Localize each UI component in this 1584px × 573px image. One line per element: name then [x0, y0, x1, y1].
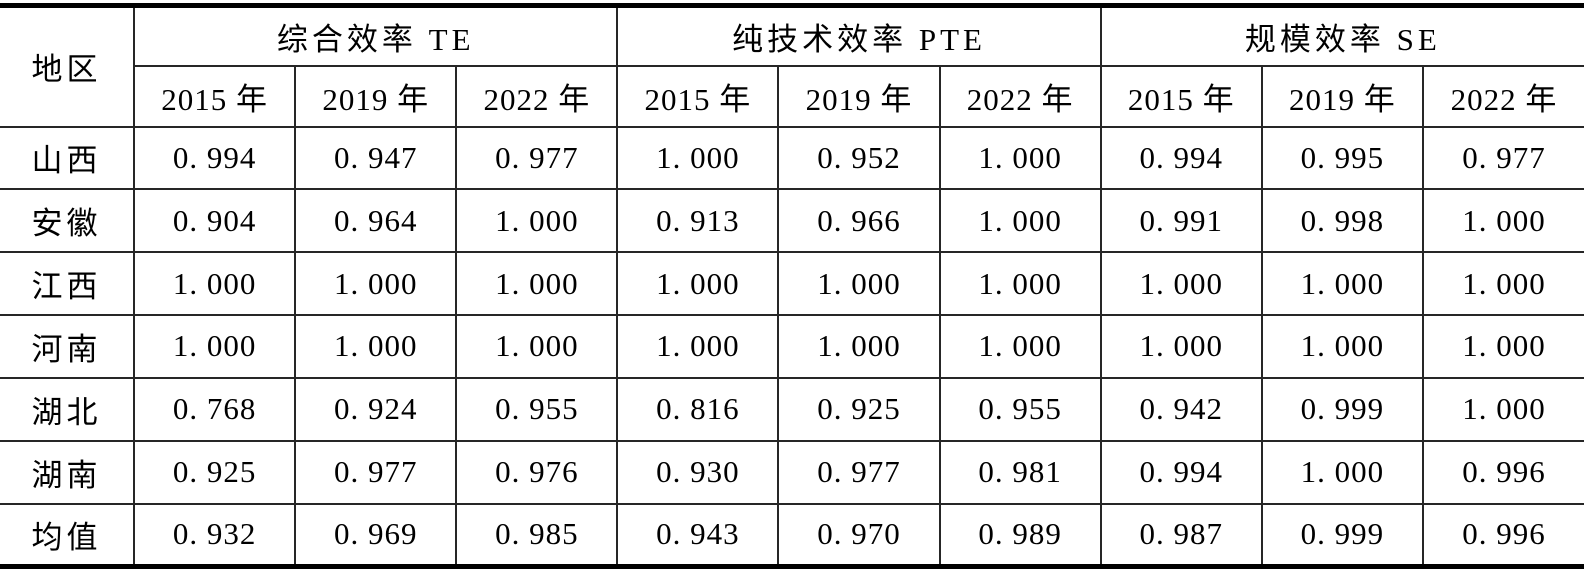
- value-cell: 0. 925: [133, 439, 297, 505]
- value-cell: 1. 000: [1099, 251, 1263, 317]
- value-cell: 1. 000: [1260, 314, 1424, 379]
- header-year-te-2019: 2019 年: [294, 64, 458, 128]
- header-year-row: 2015 年 2019 年 2022 年 2015 年 2019 年 2022 …: [0, 64, 1584, 128]
- region-cell: 湖南: [0, 439, 136, 505]
- value-cell: 1. 000: [1099, 314, 1263, 379]
- value-cell: 0. 964: [294, 188, 458, 254]
- value-cell: 1. 000: [616, 251, 780, 317]
- region-cell: 均值: [0, 502, 136, 568]
- value-cell: 0. 994: [133, 125, 297, 191]
- table-row: 江西 1. 000 1. 000 1. 000 1. 000 1. 000 1.…: [0, 251, 1584, 317]
- header-year-pte-2022: 2022 年: [938, 64, 1102, 128]
- value-cell: 1. 000: [1421, 251, 1584, 317]
- value-cell: 1. 000: [1260, 439, 1424, 505]
- value-cell: 0. 955: [455, 376, 619, 442]
- value-cell: 1. 000: [616, 314, 780, 379]
- value-cell: 0. 925: [777, 376, 941, 442]
- value-cell: 1. 000: [294, 314, 458, 379]
- value-cell: 0. 924: [294, 376, 458, 442]
- value-cell: 1. 000: [1260, 251, 1424, 317]
- value-cell: 0. 987: [1099, 502, 1263, 568]
- value-cell: 0. 932: [133, 502, 297, 568]
- region-cell: 安徽: [0, 188, 136, 254]
- value-cell: 0. 981: [938, 439, 1102, 505]
- header-year-se-2015: 2015 年: [1099, 64, 1263, 128]
- region-cell: 山西: [0, 125, 136, 191]
- value-cell: 0. 985: [455, 502, 619, 568]
- value-cell: 1. 000: [455, 251, 619, 317]
- value-cell: 0. 952: [777, 125, 941, 191]
- value-cell: 0. 904: [133, 188, 297, 254]
- value-cell: 0. 768: [133, 376, 297, 442]
- header-year-pte-2015: 2015 年: [616, 64, 780, 128]
- value-cell: 0. 930: [616, 439, 780, 505]
- value-cell: 1. 000: [133, 314, 297, 379]
- value-cell: 1. 000: [1421, 376, 1584, 442]
- value-cell: 0. 913: [616, 188, 780, 254]
- value-cell: 0. 977: [777, 439, 941, 505]
- value-cell: 1. 000: [938, 188, 1102, 254]
- value-cell: 1. 000: [455, 314, 619, 379]
- value-cell: 1. 000: [938, 314, 1102, 379]
- value-cell: 0. 977: [294, 439, 458, 505]
- table-row: 均值 0. 932 0. 969 0. 985 0. 943 0. 970 0.…: [0, 502, 1584, 568]
- value-cell: 0. 998: [1260, 188, 1424, 254]
- value-cell: 0. 999: [1260, 376, 1424, 442]
- header-year-te-2015: 2015 年: [133, 64, 297, 128]
- value-cell: 1. 000: [777, 314, 941, 379]
- value-cell: 1. 000: [455, 188, 619, 254]
- header-year-se-2022: 2022 年: [1421, 64, 1584, 128]
- header-group-te: 综合效率 TE: [133, 4, 619, 67]
- value-cell: 1. 000: [1421, 188, 1584, 254]
- value-cell: 1. 000: [938, 251, 1102, 317]
- value-cell: 0. 976: [455, 439, 619, 505]
- value-cell: 0. 999: [1260, 502, 1424, 568]
- value-cell: 1. 000: [294, 251, 458, 317]
- header-year-te-2022: 2022 年: [455, 64, 619, 128]
- value-cell: 0. 996: [1421, 502, 1584, 568]
- region-cell: 湖北: [0, 376, 136, 442]
- value-cell: 0. 996: [1421, 439, 1584, 505]
- value-cell: 1. 000: [938, 125, 1102, 191]
- value-cell: 0. 977: [455, 125, 619, 191]
- header-group-row: 地区 综合效率 TE 纯技术效率 PTE 规模效率 SE: [0, 4, 1584, 128]
- header-region: 地区: [0, 4, 136, 128]
- table-row: 山西 0. 994 0. 947 0. 977 1. 000 0. 952 1.…: [0, 125, 1584, 191]
- value-cell: 0. 816: [616, 376, 780, 442]
- value-cell: 0. 994: [1099, 439, 1263, 505]
- region-cell: 江西: [0, 251, 136, 317]
- value-cell: 0. 942: [1099, 376, 1263, 442]
- value-cell: 0. 955: [938, 376, 1102, 442]
- value-cell: 0. 969: [294, 502, 458, 568]
- value-cell: 0. 989: [938, 502, 1102, 568]
- header-group-pte: 纯技术效率 PTE: [616, 4, 1102, 67]
- value-cell: 1. 000: [1421, 314, 1584, 379]
- value-cell: 0. 943: [616, 502, 780, 568]
- header-year-pte-2019: 2019 年: [777, 64, 941, 128]
- value-cell: 0. 977: [1421, 125, 1584, 191]
- header-group-se: 规模效率 SE: [1099, 4, 1584, 67]
- efficiency-table: 地区 综合效率 TE 纯技术效率 PTE 规模效率 SE 2015 年 2019…: [0, 3, 1584, 569]
- value-cell: 1. 000: [133, 251, 297, 317]
- table-row: 安徽 0. 904 0. 964 1. 000 0. 913 0. 966 1.…: [0, 188, 1584, 254]
- table-row: 湖南 0. 925 0. 977 0. 976 0. 930 0. 977 0.…: [0, 439, 1584, 505]
- value-cell: 0. 991: [1099, 188, 1263, 254]
- value-cell: 0. 995: [1260, 125, 1424, 191]
- table-row: 河南 1. 000 1. 000 1. 000 1. 000 1. 000 1.…: [0, 314, 1584, 379]
- value-cell: 1. 000: [616, 125, 780, 191]
- value-cell: 1. 000: [777, 251, 941, 317]
- value-cell: 0. 966: [777, 188, 941, 254]
- value-cell: 0. 970: [777, 502, 941, 568]
- value-cell: 0. 947: [294, 125, 458, 191]
- value-cell: 0. 994: [1099, 125, 1263, 191]
- header-year-se-2019: 2019 年: [1260, 64, 1424, 128]
- region-cell: 河南: [0, 314, 136, 379]
- table-row: 湖北 0. 768 0. 924 0. 955 0. 816 0. 925 0.…: [0, 376, 1584, 442]
